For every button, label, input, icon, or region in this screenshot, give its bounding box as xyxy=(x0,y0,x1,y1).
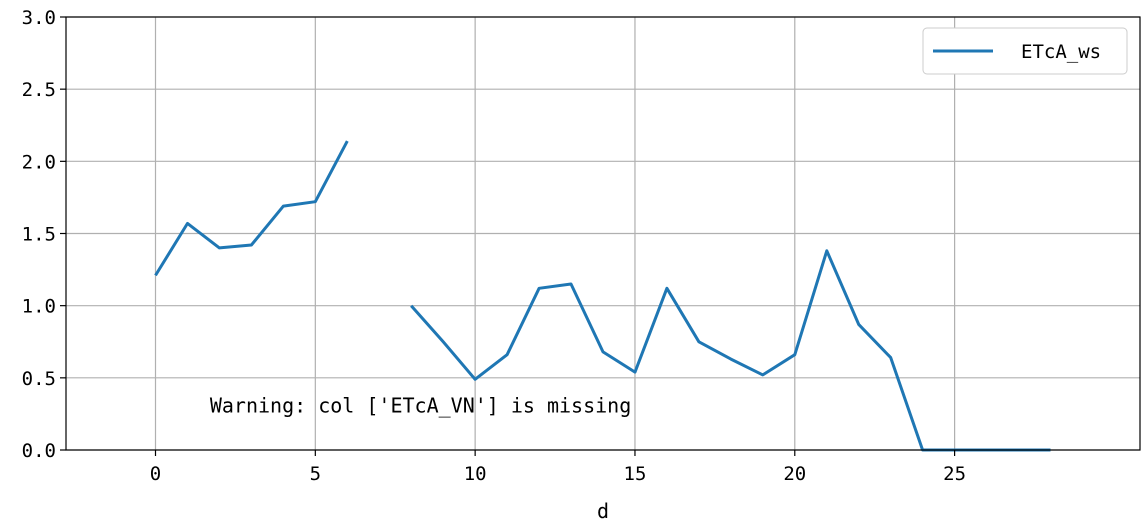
y-tick-label: 1.5 xyxy=(22,224,56,246)
y-tick-label: 3.0 xyxy=(22,7,56,29)
x-tick-label: 0 xyxy=(150,463,161,485)
x-axis-title: d xyxy=(597,499,609,520)
x-tick-label: 15 xyxy=(624,463,647,485)
x-tick-label: 10 xyxy=(464,463,487,485)
y-axis: 0.0 0.5 1.0 1.5 2.0 2.5 3.0 xyxy=(22,7,66,462)
y-tick-label: 1.0 xyxy=(22,296,56,318)
legend-box xyxy=(922,27,1128,75)
x-axis: 0 5 10 15 20 25 xyxy=(150,450,966,485)
grid xyxy=(66,16,1140,451)
y-tick-label: 2.5 xyxy=(22,79,56,101)
annotation-text: Warning: col ['ETcA_VN'] is missing xyxy=(210,393,631,417)
y-tick-label: 2.0 xyxy=(22,151,56,173)
series-line-0 xyxy=(154,140,349,277)
legend: ETcA_ws xyxy=(922,27,1128,75)
x-tick-label: 20 xyxy=(783,463,806,485)
x-tick-label: 25 xyxy=(943,463,966,485)
y-tick-label: 0.0 xyxy=(22,440,56,462)
annotations: Warning: col ['ETcA_VN'] is missing xyxy=(210,393,631,417)
x-tick-label: 5 xyxy=(310,463,321,485)
y-tick-label: 0.5 xyxy=(22,368,56,390)
legend-label: ETcA_ws xyxy=(1021,41,1101,63)
